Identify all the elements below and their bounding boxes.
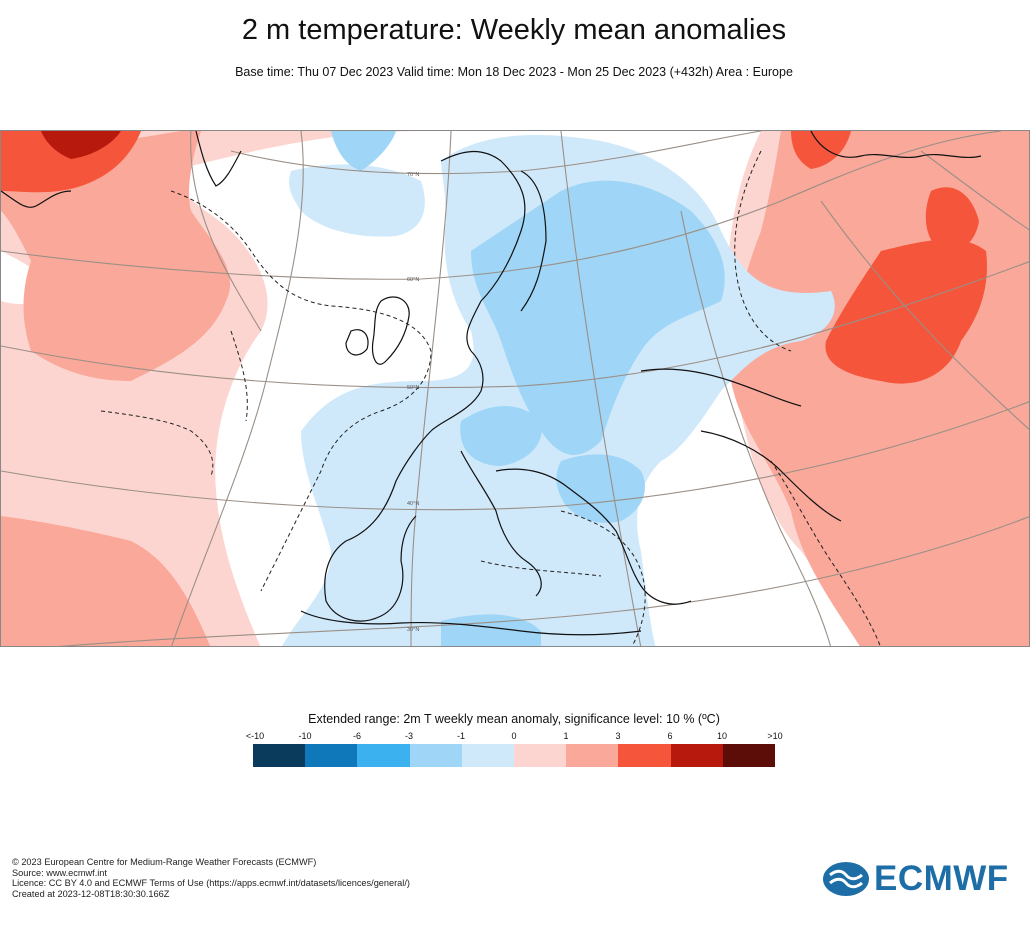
cool-anomaly-north-atlantic [289,164,425,237]
moderate-cool-scandinavia-russia [471,180,725,455]
legend-tick: -1 [456,731,466,741]
lat-label-50: 50°N [407,385,419,391]
lat-label-30: 30°N [407,627,419,633]
legend-tick: <-10 [245,731,265,741]
legend-tick: 10 [716,731,728,741]
legend-tick: -10 [298,731,312,741]
strong-warm-russia [825,239,987,384]
footer-source: Source: www.ecmwf.int [12,867,107,878]
ecmwf-logo-text: ECMWF [874,859,1009,898]
legend-swatch-0 [253,744,306,767]
moderate-cool-central-europe [460,406,542,466]
legend-tick: 1 [563,731,569,741]
legend-swatch-9 [722,744,776,767]
ecmwf-logo-icon [823,862,869,896]
legend-swatch-8 [670,744,723,767]
legend-colorbar [253,744,776,767]
footer: © 2023 European Centre for Medium-Range … [12,857,410,899]
legend-swatch-7 [618,744,671,767]
anomaly-map-svg: 70°N 60°N 50°N 40°N 30°N [1,131,1029,646]
map-title: 2 m temperature: Weekly mean anomalies [241,14,787,46]
warm-anomaly-atlantic-south [1,516,211,646]
moderate-cool-balkans [556,454,645,523]
very-strong-warm-greenland [41,131,121,159]
legend-title: Extended range: 2m T weekly mean anomaly… [308,712,720,726]
footer-copyright: © 2023 European Centre for Medium-Range … [12,857,317,867]
legend-tick: -6 [352,731,362,741]
legend-swatch-6 [566,744,619,767]
anomaly-map: 70°N 60°N 50°N 40°N 30°N [0,130,1030,647]
moderate-cool-west [331,131,396,171]
footer-created: Created at 2023-12-08T18:30:30.166Z [12,888,170,899]
significance-contours [100,150,881,646]
graticule [1,131,1029,646]
lat-label-40: 40°N [407,501,419,507]
legend-swatch-1 [305,744,358,767]
moderate-cool-mediterranean [441,614,541,646]
footer-licence: Licence: CC BY 4.0 and ECMWF Terms of Us… [12,878,410,889]
strong-warm-russia-north [925,187,979,252]
legend-tick: -3 [404,731,414,741]
ecmwf-logo: ECMWF [822,860,1009,898]
legend-swatch-3 [409,744,462,767]
legend-swatch-4 [461,744,515,767]
legend-tick: 3 [615,731,621,741]
legend-tick: 6 [667,731,673,741]
coastlines [1,131,982,636]
legend-swatch-5 [514,744,567,767]
legend-tick: 0 [511,731,517,741]
legend-tick: >10 [767,731,783,741]
legend-swatch-2 [357,744,410,767]
legend-ticks: <-10 -10 -6 -3 -1 0 1 3 6 10 >10 [0,731,1033,745]
strong-warm-greenland [1,131,141,193]
lat-label-60: 60°N [407,277,419,283]
map-subtitle: Base time: Thu 07 Dec 2023 Valid time: M… [235,65,793,79]
strong-warm-arctic [791,131,851,169]
warm-anomaly-sahara [871,551,1029,646]
lat-label-70: 70°N [407,172,419,178]
